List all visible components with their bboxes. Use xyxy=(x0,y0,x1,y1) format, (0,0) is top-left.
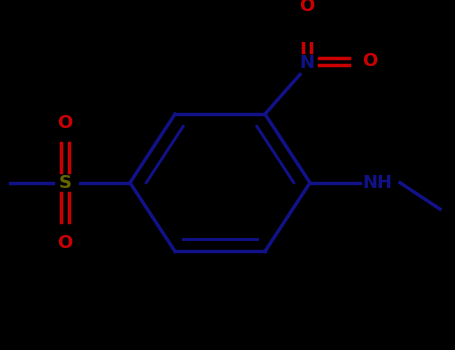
Text: S: S xyxy=(59,174,71,192)
Text: O: O xyxy=(57,234,73,252)
Text: NH: NH xyxy=(362,174,392,192)
Text: O: O xyxy=(362,52,377,70)
Text: N: N xyxy=(299,54,314,72)
Text: O: O xyxy=(57,114,73,132)
Text: O: O xyxy=(299,0,314,15)
